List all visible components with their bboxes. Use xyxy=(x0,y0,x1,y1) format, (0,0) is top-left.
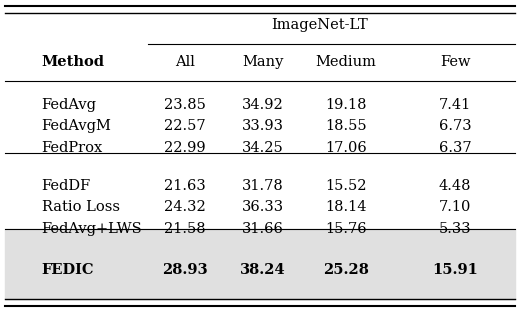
Text: 25.28: 25.28 xyxy=(323,263,369,277)
Text: 33.93: 33.93 xyxy=(242,119,283,133)
Text: 6.73: 6.73 xyxy=(439,119,471,133)
Text: FedProx: FedProx xyxy=(42,141,103,155)
Text: 5.33: 5.33 xyxy=(439,222,471,236)
Text: 15.91: 15.91 xyxy=(432,263,478,277)
Text: 19.18: 19.18 xyxy=(325,98,367,111)
Text: Medium: Medium xyxy=(315,56,376,69)
Text: 31.78: 31.78 xyxy=(242,179,283,193)
Text: 28.93: 28.93 xyxy=(162,263,207,277)
Text: 18.14: 18.14 xyxy=(325,201,367,214)
Text: 31.66: 31.66 xyxy=(242,222,283,236)
Text: 7.10: 7.10 xyxy=(439,201,471,214)
Text: 36.33: 36.33 xyxy=(241,201,284,214)
Text: 18.55: 18.55 xyxy=(325,119,367,133)
Text: ImageNet-LT: ImageNet-LT xyxy=(271,18,368,32)
Text: 15.52: 15.52 xyxy=(325,179,367,193)
Text: FedAvgM: FedAvgM xyxy=(42,119,111,133)
Text: 21.63: 21.63 xyxy=(164,179,205,193)
Text: Few: Few xyxy=(440,56,470,69)
Text: All: All xyxy=(175,56,194,69)
Text: 34.92: 34.92 xyxy=(242,98,283,111)
Text: 38.24: 38.24 xyxy=(240,263,285,277)
Text: 15.76: 15.76 xyxy=(325,222,367,236)
Text: 34.25: 34.25 xyxy=(242,141,283,155)
Text: Many: Many xyxy=(242,56,283,69)
Text: 21.58: 21.58 xyxy=(164,222,205,236)
Text: 24.32: 24.32 xyxy=(164,201,205,214)
Text: Method: Method xyxy=(42,56,105,69)
Text: FedAvg: FedAvg xyxy=(42,98,97,111)
Text: 7.41: 7.41 xyxy=(439,98,471,111)
Text: 6.37: 6.37 xyxy=(439,141,471,155)
Text: Ratio Loss: Ratio Loss xyxy=(42,201,120,214)
Text: 22.57: 22.57 xyxy=(164,119,205,133)
Text: 17.06: 17.06 xyxy=(325,141,367,155)
Text: FEDIC: FEDIC xyxy=(42,263,94,277)
Text: 23.85: 23.85 xyxy=(164,98,205,111)
Text: FedAvg+LWS: FedAvg+LWS xyxy=(42,222,142,236)
Text: FedDF: FedDF xyxy=(42,179,91,193)
Text: 4.48: 4.48 xyxy=(439,179,471,193)
Bar xyxy=(5,229,515,299)
Text: 22.99: 22.99 xyxy=(164,141,205,155)
